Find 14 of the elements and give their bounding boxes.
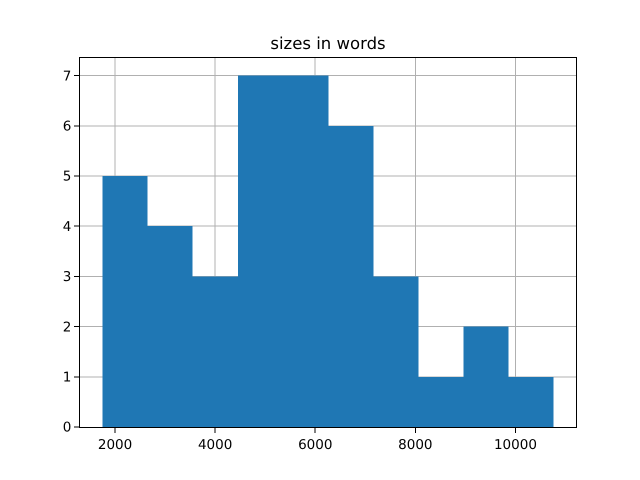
y-tick-label: 2 xyxy=(62,319,72,336)
x-tick-label: 10000 xyxy=(494,437,537,454)
y-tick-label: 3 xyxy=(62,269,72,286)
chart-title: sizes in words xyxy=(270,34,386,53)
y-tick-label: 1 xyxy=(62,370,72,386)
y-tick-label: 6 xyxy=(62,118,72,135)
y-tick-label: 4 xyxy=(62,218,72,235)
y-tick-label: 0 xyxy=(62,420,72,436)
x-tick-label: 2000 xyxy=(98,437,132,454)
y-tick-label: 7 xyxy=(62,68,72,84)
x-tick-label: 4000 xyxy=(198,437,232,454)
y-tick-label: 5 xyxy=(62,168,72,185)
x-tick-label: 8000 xyxy=(398,437,433,454)
x-tick-label: 6000 xyxy=(298,437,332,454)
